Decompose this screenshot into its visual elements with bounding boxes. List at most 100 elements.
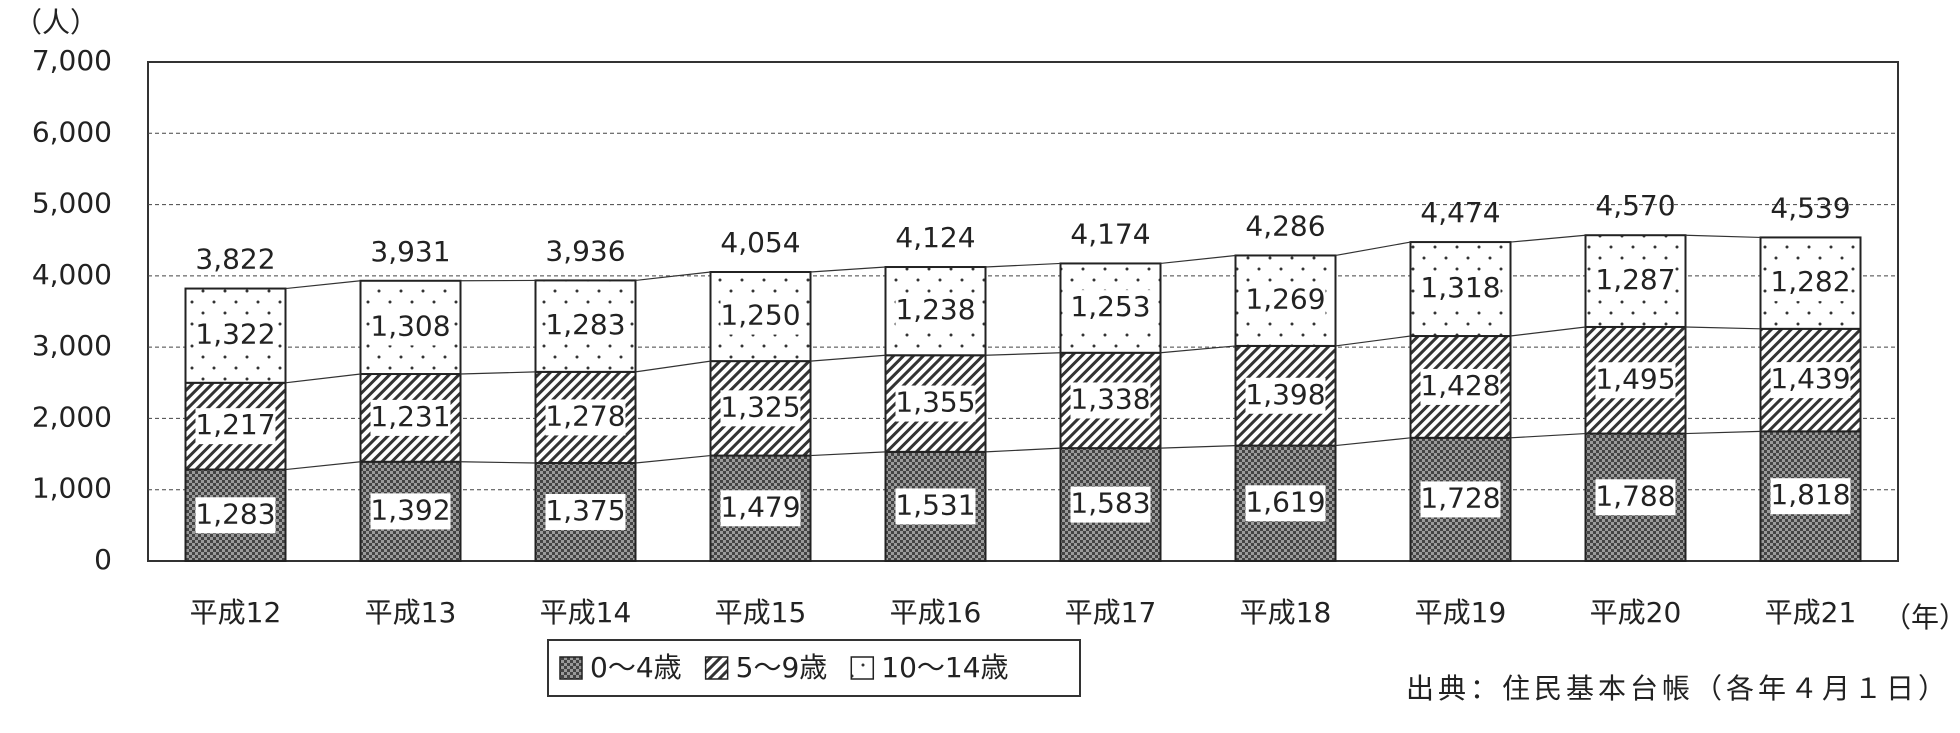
value-label: 1,428: [1420, 369, 1500, 402]
value-label-box: [1770, 478, 1851, 515]
value-label-box: [1245, 377, 1326, 414]
value-label: 1,479: [720, 490, 800, 523]
value-label: 1,531: [895, 488, 975, 521]
y-tick-label: 0: [94, 543, 112, 576]
value-label-box: [1420, 368, 1501, 405]
total-label: 4,570: [1595, 189, 1675, 222]
value-label-box: [1770, 362, 1851, 399]
connector: [1335, 437, 1411, 447]
total-label: 4,124: [895, 221, 975, 254]
value-label-box: [1595, 479, 1676, 516]
x-tick-label: 平成14: [540, 596, 632, 629]
total-label: 4,539: [1770, 191, 1850, 224]
value-label: 1,392: [370, 493, 450, 526]
total-label: 3,936: [545, 234, 625, 267]
value-label: 1,495: [1595, 362, 1675, 395]
value-label-box: [545, 399, 626, 436]
value-label: 1,287: [1595, 263, 1675, 296]
value-label: 1,282: [1770, 265, 1850, 298]
value-label-box: [195, 408, 276, 445]
connector: [810, 354, 886, 362]
connector: [460, 461, 536, 464]
y-unit: （人）: [14, 6, 98, 39]
value-label: 1,253: [1070, 290, 1150, 323]
legend-label: 0～4歳: [590, 651, 682, 684]
value-label-box: [195, 497, 276, 534]
value-label: 1,325: [720, 390, 800, 423]
connector: [985, 352, 1061, 356]
value-label-box: [370, 493, 451, 530]
value-label-box: [895, 488, 976, 525]
value-label-box: [720, 298, 801, 335]
y-tick-label: 2,000: [32, 400, 112, 433]
value-label: 1,231: [370, 400, 450, 433]
connector: [985, 447, 1061, 453]
connector: [810, 266, 886, 273]
x-tick-label: 平成13: [365, 596, 457, 629]
connector: [1510, 432, 1586, 439]
x-tick-label: 平成21: [1765, 596, 1857, 629]
x-tick-label: 平成17: [1065, 596, 1157, 629]
connector: [810, 451, 886, 457]
y-tick-label: 1,000: [32, 472, 112, 505]
value-label: 1,283: [545, 308, 625, 341]
value-label-box: [545, 308, 626, 345]
legend-swatch: [850, 656, 875, 680]
x-tick-label: 平成19: [1415, 596, 1507, 629]
connector: [635, 271, 711, 282]
x-tick-label: 平成20: [1590, 596, 1682, 629]
total-label: 4,174: [1070, 217, 1150, 250]
value-label: 1,238: [895, 293, 975, 326]
value-label-box: [545, 493, 626, 530]
value-label-box: [1245, 282, 1326, 319]
value-label-box: [1245, 485, 1326, 522]
value-label: 1,322: [195, 318, 275, 351]
value-label-box: [720, 390, 801, 427]
plot-frame: [147, 61, 1899, 562]
connector: [1685, 430, 1761, 435]
value-label-box: [370, 399, 451, 436]
connector: [635, 360, 711, 373]
connector: [1685, 234, 1761, 239]
connector: [285, 280, 361, 290]
connector: [1335, 335, 1411, 347]
value-label-box: [1070, 486, 1151, 523]
value-label: 1,398: [1245, 378, 1325, 411]
value-label: 1,283: [195, 497, 275, 530]
total-label: 4,474: [1420, 196, 1500, 229]
legend: [547, 639, 1081, 697]
value-label: 1,788: [1595, 479, 1675, 512]
source: 出典：住民基本台帳（各年４月１日）: [1406, 672, 1950, 705]
x-unit: （年）: [1883, 601, 1960, 634]
value-label: 1,375: [545, 494, 625, 527]
y-tick-label: 6,000: [32, 115, 112, 148]
total-label: 3,931: [370, 235, 450, 268]
legend-label: 10～14歳: [881, 651, 1008, 684]
y-tick-label: 4,000: [32, 258, 112, 291]
connector: [1160, 444, 1236, 449]
value-label-box: [1595, 263, 1676, 300]
x-tick-label: 平成16: [890, 596, 982, 629]
value-label-box: [1770, 265, 1851, 302]
connector: [285, 461, 361, 471]
value-label-box: [370, 309, 451, 346]
connector: [1685, 326, 1761, 330]
y-tick-label: 5,000: [32, 187, 112, 220]
x-tick-label: 平成12: [190, 596, 282, 629]
value-label: 1,439: [1770, 362, 1850, 395]
value-label: 1,818: [1770, 478, 1850, 511]
value-label-box: [895, 385, 976, 422]
value-label: 1,583: [1070, 487, 1150, 520]
value-label-box: [1420, 271, 1501, 308]
value-label: 1,217: [195, 408, 275, 441]
value-label: 1,619: [1245, 485, 1325, 518]
legend-swatch: [559, 656, 583, 680]
value-label: 1,250: [720, 299, 800, 332]
value-label: 1,278: [545, 399, 625, 432]
value-label-box: [895, 293, 976, 330]
value-label: 1,355: [895, 386, 975, 419]
connector: [1160, 254, 1236, 265]
connector: [1160, 345, 1236, 354]
legend-label: 5～9歳: [736, 651, 828, 684]
